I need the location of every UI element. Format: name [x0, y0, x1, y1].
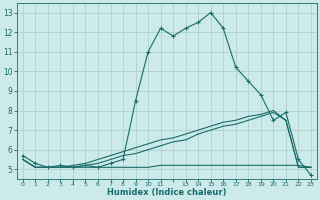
- X-axis label: Humidex (Indice chaleur): Humidex (Indice chaleur): [107, 188, 227, 197]
